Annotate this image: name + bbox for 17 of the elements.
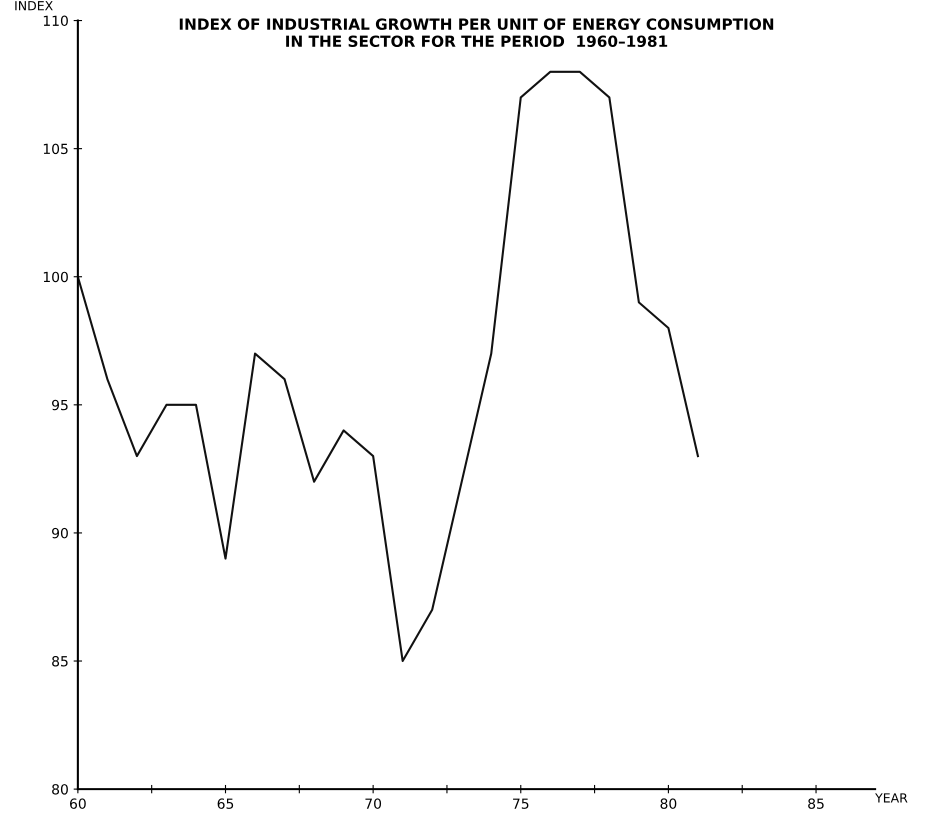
- line-series: [78, 70, 699, 662]
- y-tick-label: 100: [44, 272, 68, 282]
- x-axis-title: YEAR: [875, 793, 908, 802]
- chart-title: INDEX OF INDUSTRIAL GROWTH PER UNIT OF ENERGY CONSUMPTION IN THE SECTOR FOR THE PERIOD 1960–1981: [180, 18, 774, 48]
- y-tick-label: 85: [52, 656, 68, 666]
- y-tick-label: 90: [52, 528, 68, 538]
- y-tick-label: 80: [52, 784, 68, 795]
- y-tick-label: 110: [44, 16, 68, 26]
- x-tick-label: 80: [660, 798, 676, 809]
- x-tick-label: 65: [218, 798, 234, 809]
- y-tick-label: 95: [52, 400, 68, 410]
- y-axis-title: INDEX: [15, 1, 53, 10]
- x-tick-label: 60: [70, 798, 86, 809]
- x-tick-label: 75: [513, 798, 528, 809]
- y-tick-label: 105: [44, 144, 68, 154]
- x-tick-label: 85: [808, 798, 824, 809]
- x-tick-label: 70: [365, 798, 382, 809]
